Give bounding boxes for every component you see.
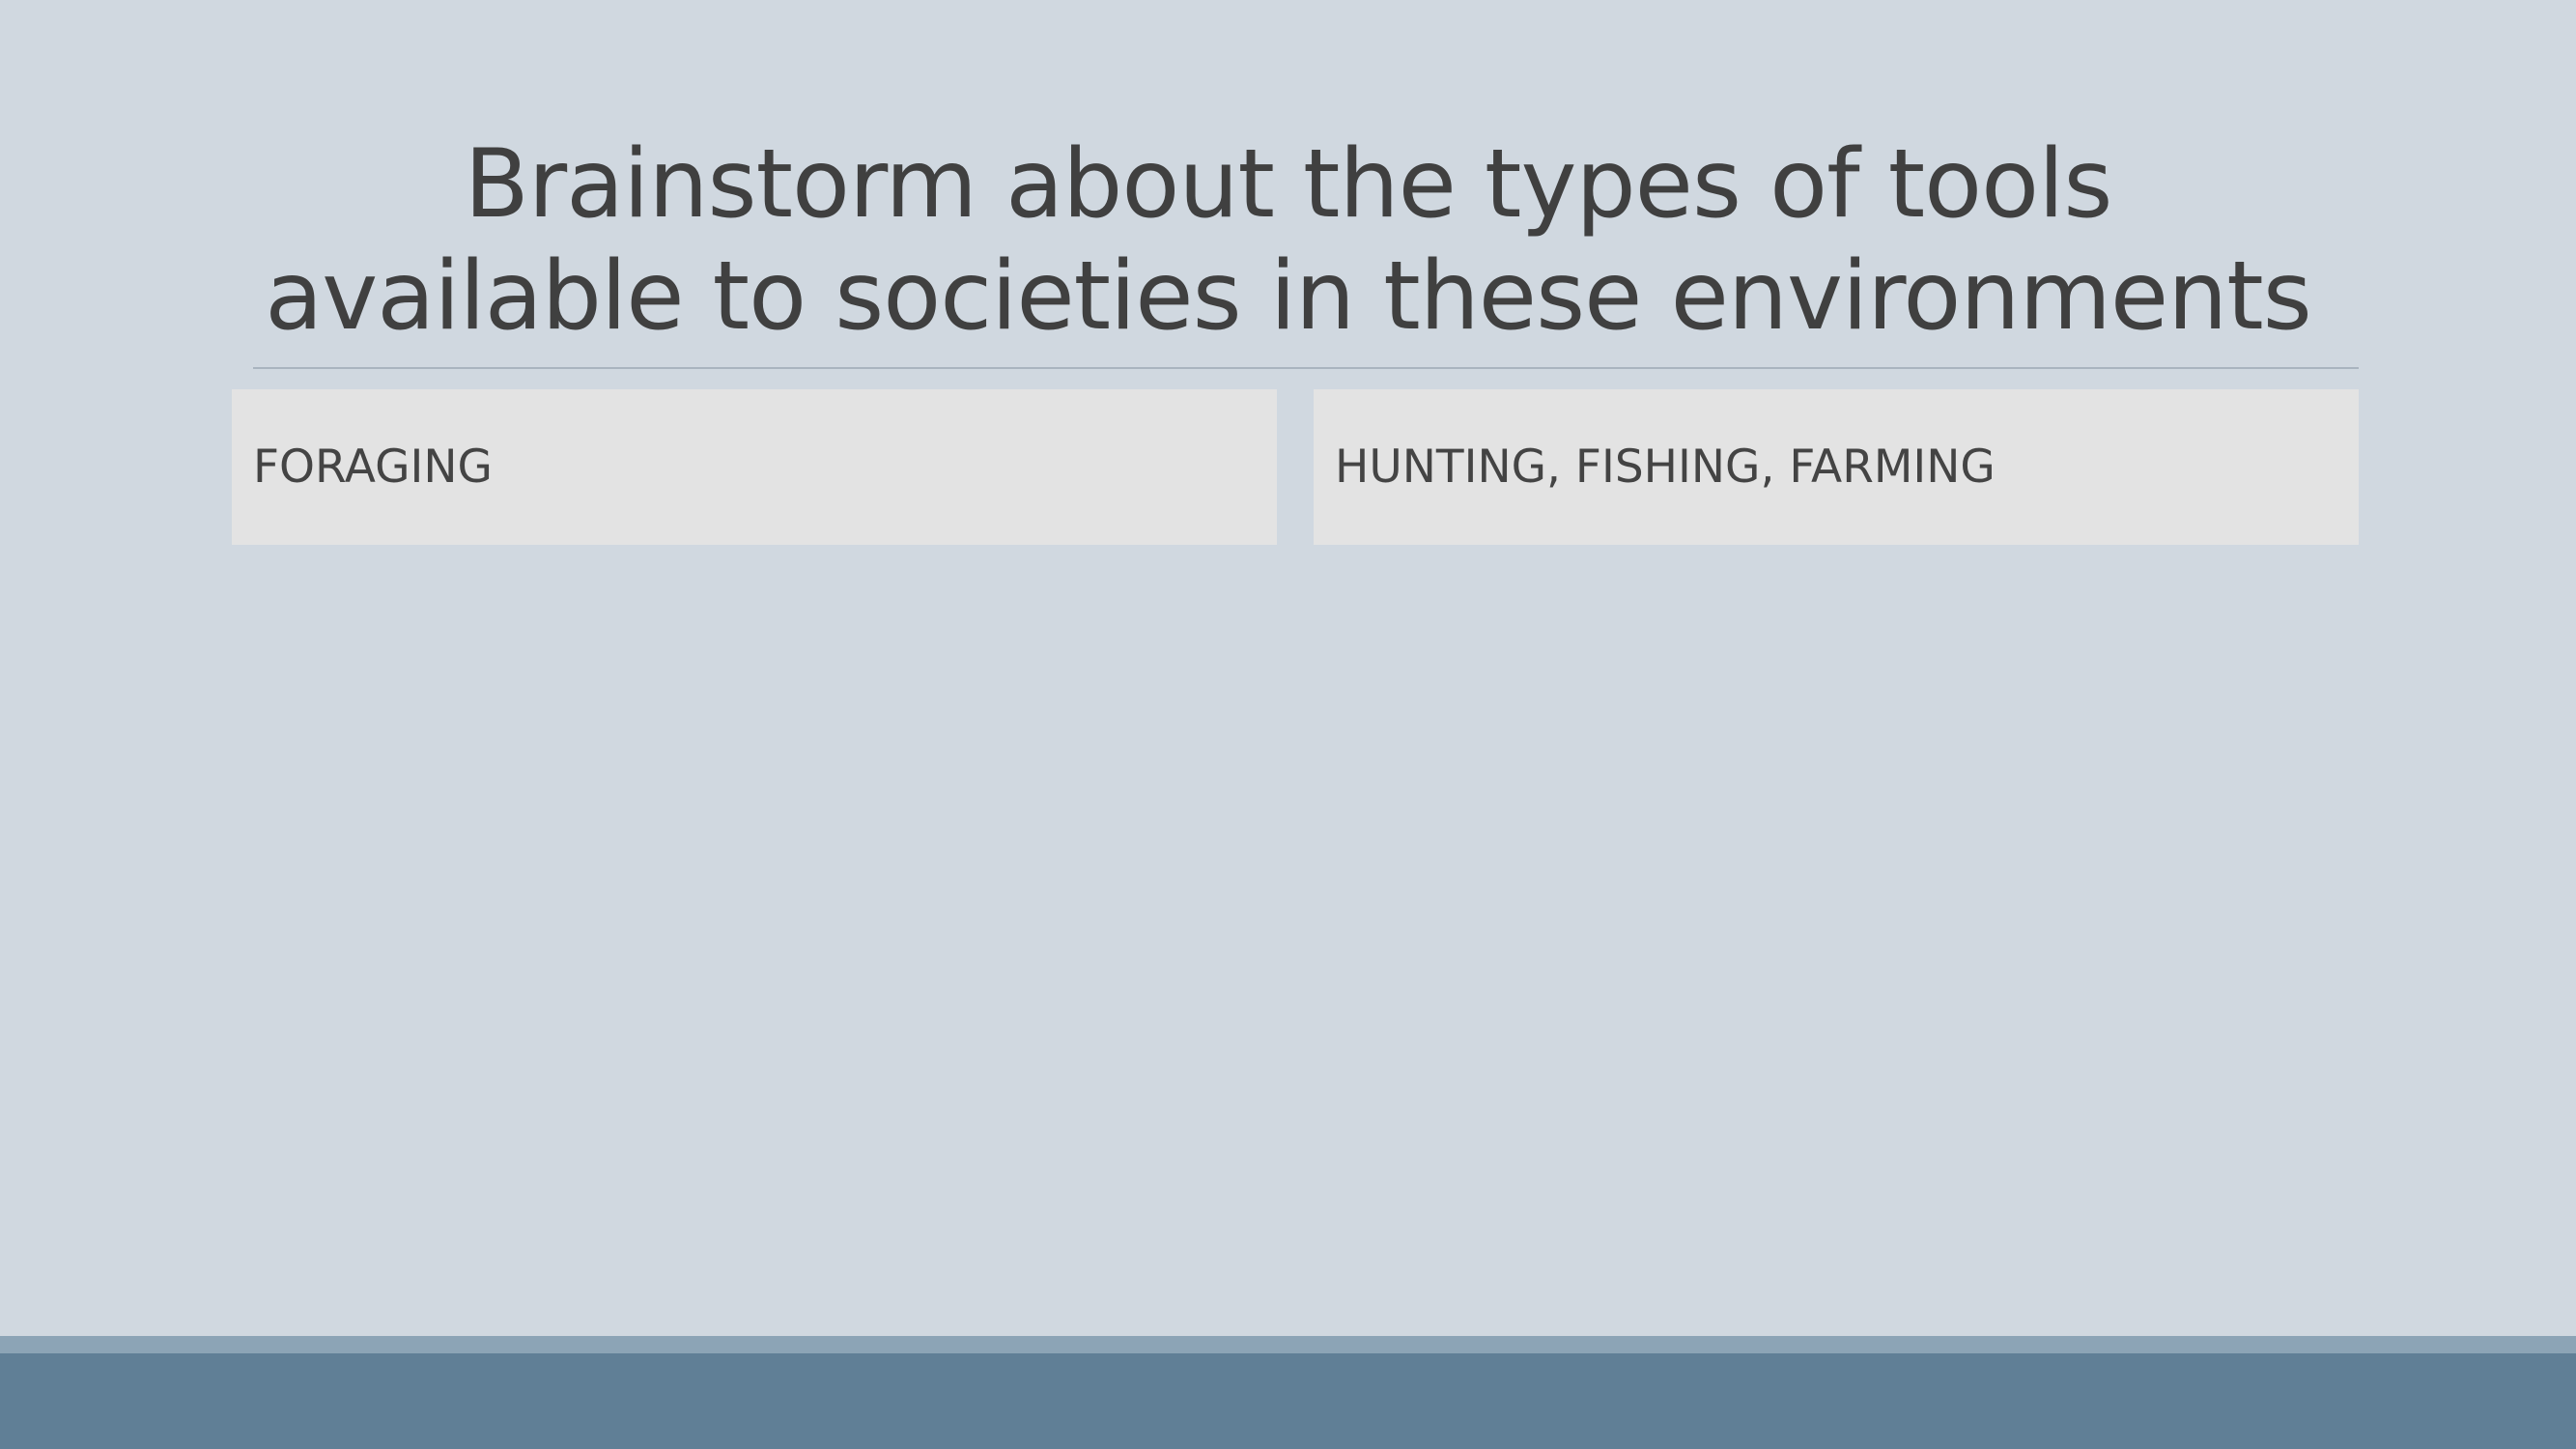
title-divider xyxy=(253,367,2359,369)
slide-title-line-2: available to societies in these environm… xyxy=(265,242,2312,352)
slide-title-line-1: Brainstorm about the types of tools xyxy=(464,129,2113,240)
footer-accent-stripe xyxy=(0,1336,2576,1353)
column-header-hunting-fishing-farming: HUNTING, FISHING, FARMING xyxy=(1314,389,2359,545)
column-header-foraging: FORAGING xyxy=(232,389,1277,545)
column-header-label: HUNTING, FISHING, FARMING xyxy=(1335,440,1996,494)
column-header-label: FORAGING xyxy=(253,440,493,494)
slide-title: Brainstorm about the types of tools avai… xyxy=(0,128,2576,353)
footer-bar xyxy=(0,1353,2576,1449)
